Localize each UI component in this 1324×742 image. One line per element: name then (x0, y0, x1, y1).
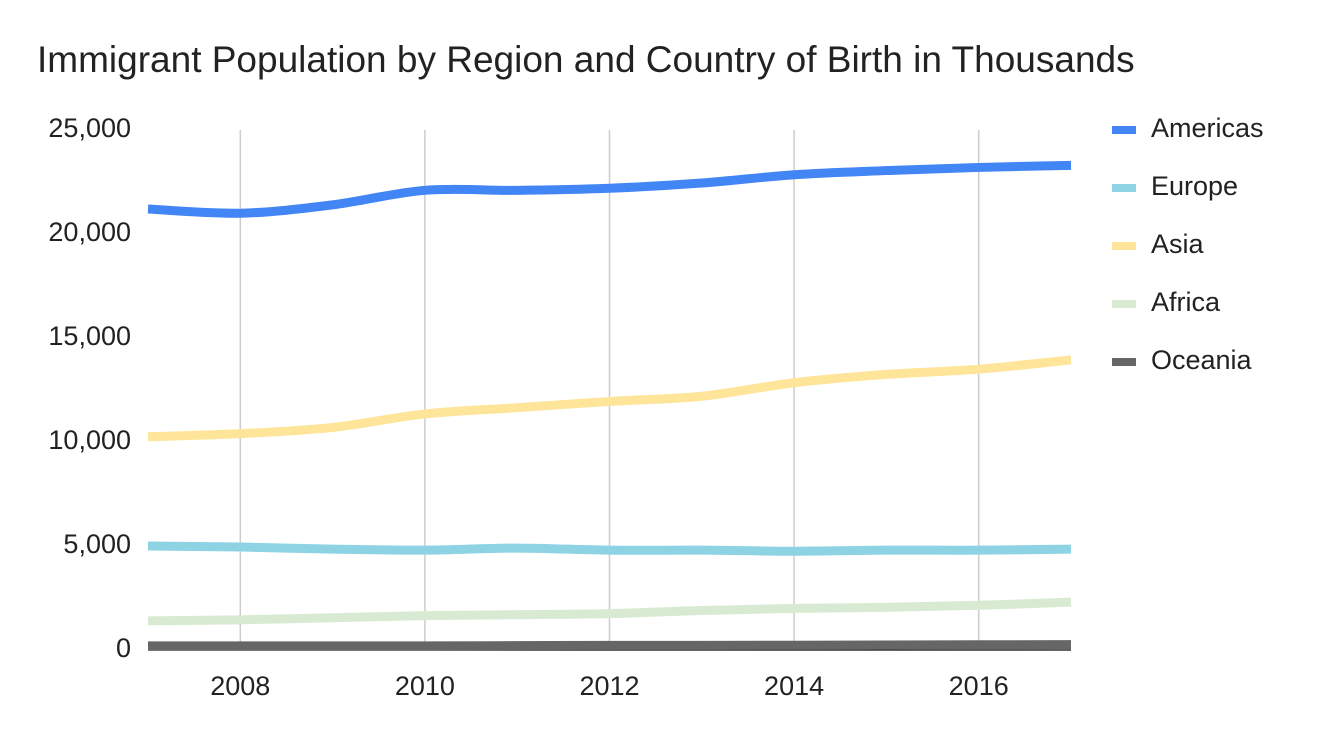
x-tick-label: 2014 (764, 671, 824, 701)
y-tick-label: 5,000 (63, 529, 131, 559)
series-line (147, 160, 1072, 218)
y-tick-label: 0 (116, 633, 131, 663)
legend-label: Oceania (1151, 345, 1253, 375)
y-tick-label: 25,000 (48, 113, 131, 143)
series-line (147, 541, 1072, 556)
legend-label: Europe (1151, 171, 1238, 201)
chart-title: Immigrant Population by Region and Count… (37, 39, 1135, 80)
y-tick-label: 20,000 (48, 217, 131, 247)
y-tick-label: 15,000 (48, 321, 131, 351)
legend-label: Asia (1151, 229, 1205, 259)
y-tick-label: 10,000 (48, 425, 131, 455)
x-tick-label: 2008 (210, 671, 270, 701)
x-tick-label: 2012 (579, 671, 639, 701)
legend-label: Americas (1151, 113, 1264, 143)
legend-label: Africa (1151, 287, 1221, 317)
series-line (147, 355, 1072, 442)
series-line (147, 597, 1072, 626)
x-tick-label: 2016 (949, 671, 1009, 701)
x-tick-label: 2010 (395, 671, 455, 701)
series-line (148, 640, 1072, 651)
